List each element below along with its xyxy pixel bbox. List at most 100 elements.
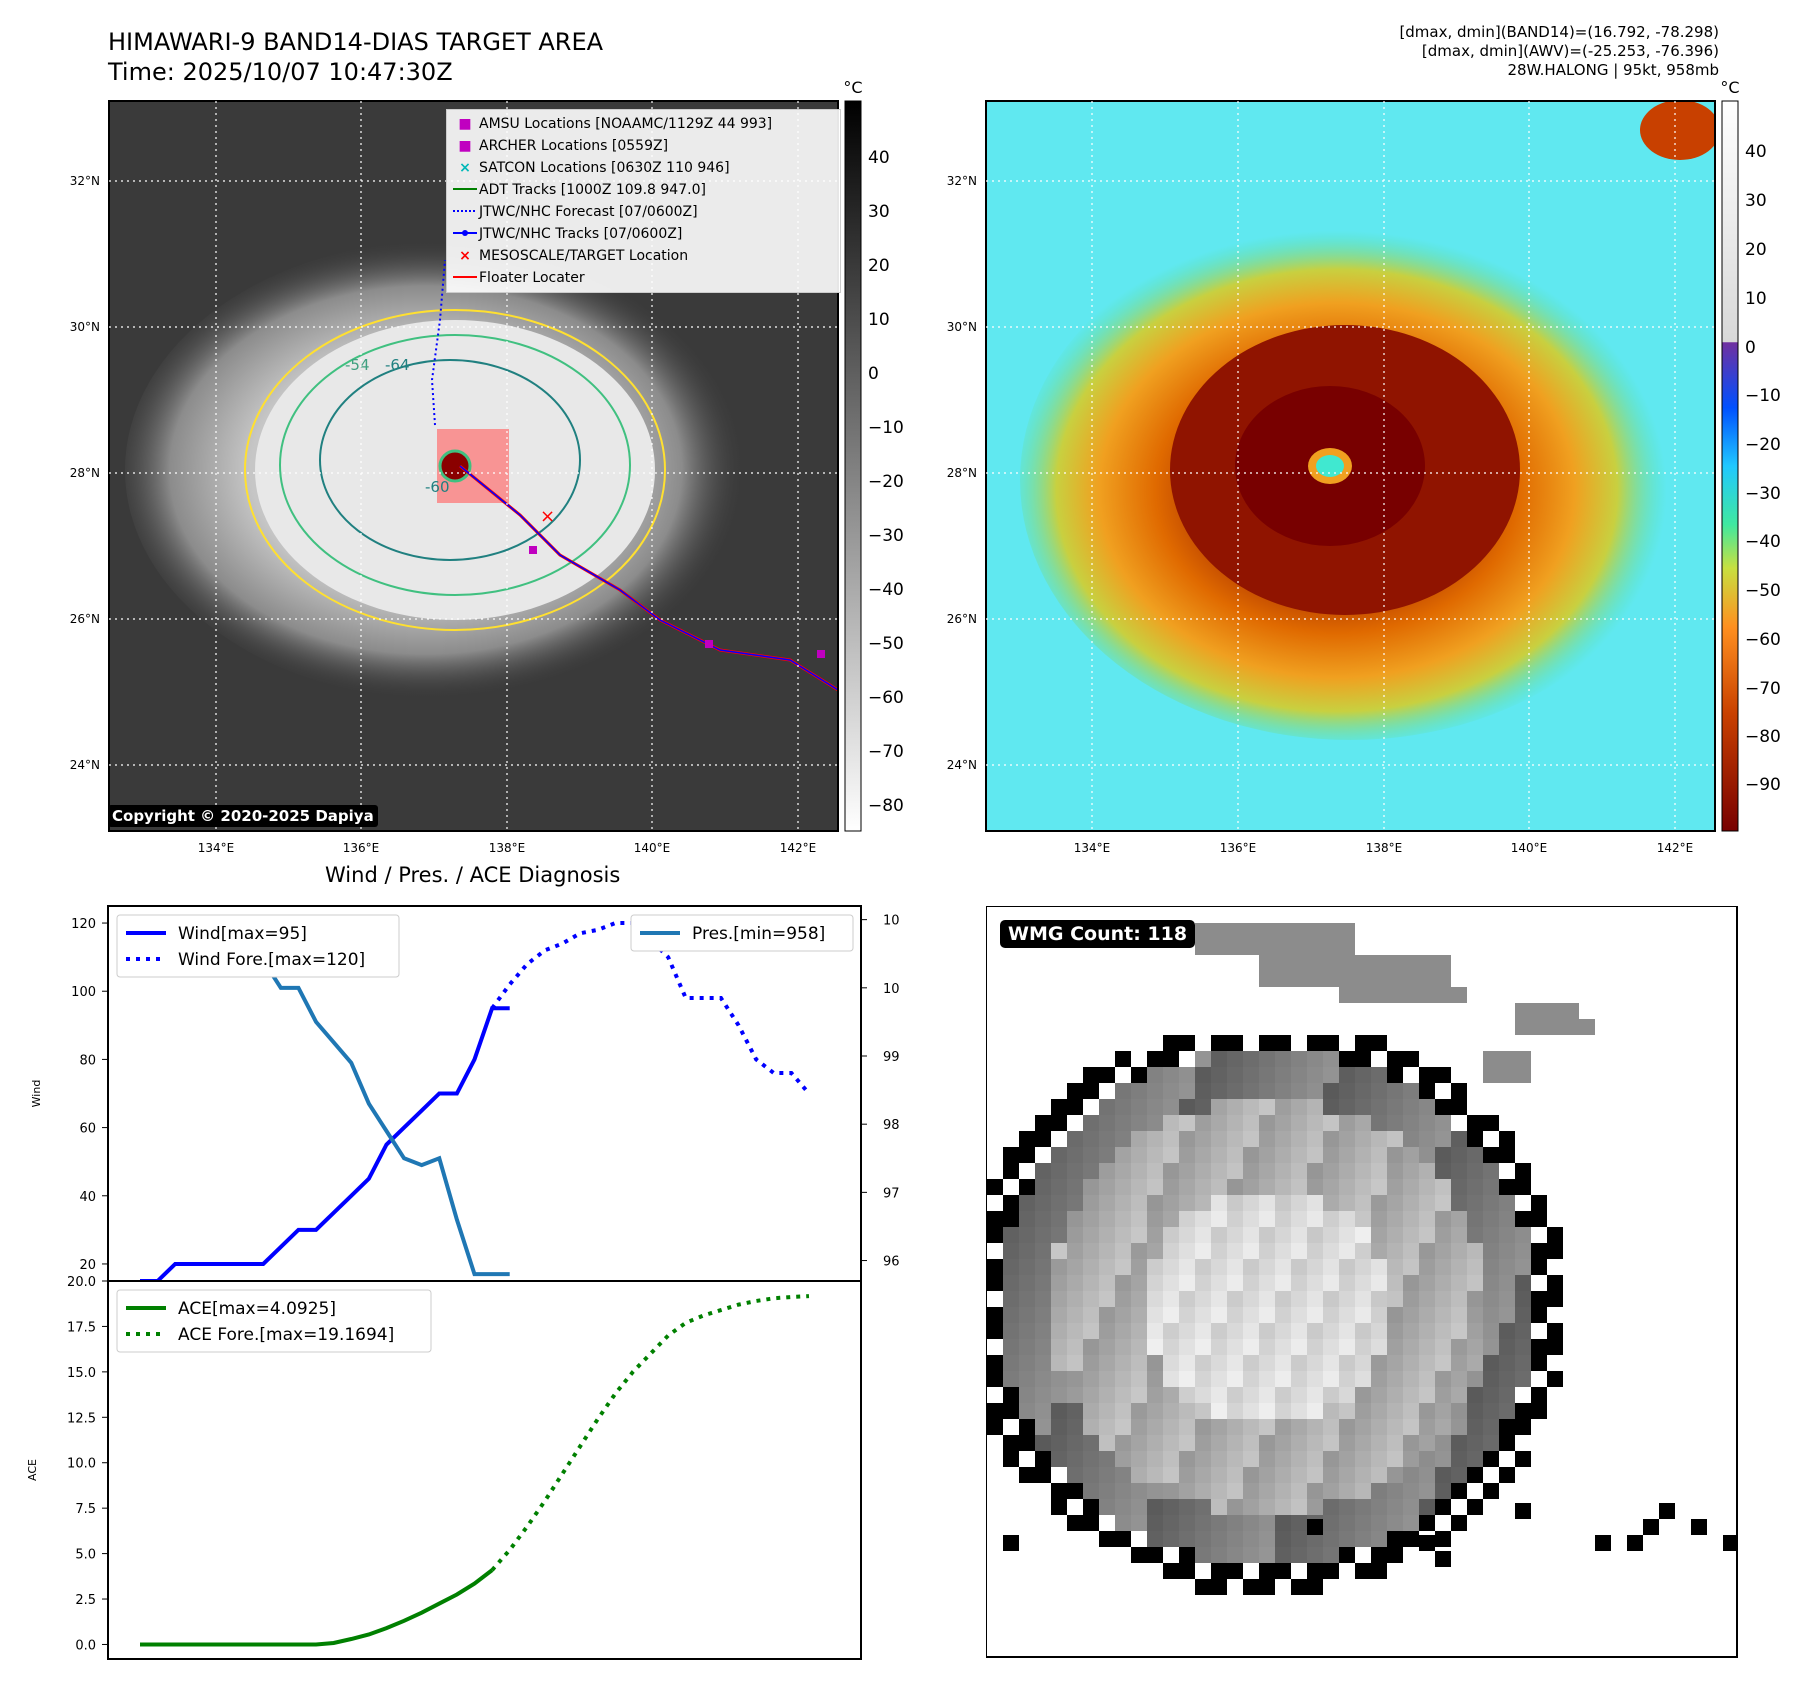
wmg-pixel	[1483, 1275, 1499, 1291]
wmg-pixel	[1211, 1083, 1227, 1099]
wmg-pixel	[1067, 1147, 1083, 1163]
wmg-pixel	[1227, 1355, 1243, 1371]
wmg-pixel	[1211, 1355, 1227, 1371]
wmg-pixel	[1259, 1179, 1275, 1195]
wmg-pixel	[1339, 1307, 1355, 1323]
wmg-pixel	[1419, 1163, 1435, 1179]
wmg-pixel	[1531, 1307, 1547, 1323]
wmg-pixel	[1323, 1515, 1339, 1531]
wmg-pixel	[1435, 1131, 1451, 1147]
wmg-pixel	[1083, 1387, 1099, 1403]
wmg-pixel	[1019, 1211, 1035, 1227]
wmg-pixel	[1259, 1275, 1275, 1291]
wmg-pixel	[1035, 1243, 1051, 1259]
wmg-pixel	[1499, 1435, 1515, 1451]
wmg-pixel	[1531, 1403, 1547, 1419]
wmg-pixel	[1275, 1259, 1291, 1275]
cbar1-tick-0: 40	[868, 148, 890, 168]
wmg-pixel	[1483, 1451, 1499, 1467]
wmg-pixel	[1451, 1307, 1467, 1323]
wmg-pixel	[1035, 1387, 1051, 1403]
wmg-pixel	[1371, 1323, 1387, 1339]
wmg-pixel	[1179, 1483, 1195, 1499]
legend-label: SATCON Locations [0630Z 110 946]	[479, 160, 730, 176]
wmg-pixel	[1291, 1403, 1307, 1419]
wmg-pixel	[1131, 1547, 1147, 1563]
wmg-pixel	[1147, 1275, 1163, 1291]
wmg-pixel	[1499, 1227, 1515, 1243]
wmg-pixel	[1163, 1499, 1179, 1515]
wmg-pixel	[1483, 1339, 1499, 1355]
wmg-pixel	[1211, 1099, 1227, 1115]
wmg-pixel	[1083, 1275, 1099, 1291]
wmg-pixel	[1371, 1371, 1387, 1387]
wmg-pixel	[1211, 1163, 1227, 1179]
wmg-pixel	[1179, 1115, 1195, 1131]
wmg-pixel	[1339, 987, 1467, 1003]
wmg-pixel	[1115, 1435, 1131, 1451]
wmg-pixel	[1179, 1467, 1195, 1483]
wmg-pixel	[1163, 1339, 1179, 1355]
wmg-pixel	[1131, 1163, 1147, 1179]
wmg-pixel	[1387, 1243, 1403, 1259]
wmg-pixel	[1083, 1451, 1099, 1467]
wmg-pixel	[1371, 1147, 1387, 1163]
wmg-pixel	[1179, 1403, 1195, 1419]
wind-ytick-label: 80	[79, 1053, 96, 1068]
wmg-pixel	[1451, 1515, 1467, 1531]
wmg-pixel	[1387, 1147, 1403, 1163]
info-band14-range: [dmax, dmin](BAND14)=(16.792, -78.298)	[1399, 23, 1719, 41]
wmg-pixel	[1099, 1387, 1115, 1403]
wmg-pixel	[987, 1227, 1003, 1243]
wmg-pixel	[1291, 1275, 1307, 1291]
wmg-pixel	[1291, 1419, 1307, 1435]
wmg-pixel	[1195, 1419, 1211, 1435]
wmg-pixel	[1291, 1115, 1307, 1131]
wmg-pixel	[1243, 1051, 1259, 1067]
wmg-pixel	[1371, 1355, 1387, 1371]
wmg-pixel	[1035, 1403, 1051, 1419]
wmg-pixel	[1083, 1195, 1099, 1211]
map-legend: ■ AMSU Locations [NOAAMC/1129Z 44 993] ■ AR…	[446, 109, 841, 293]
wmg-pixel	[1371, 1451, 1387, 1467]
wmg-pixel	[1211, 1067, 1227, 1083]
wind-legend-box	[116, 914, 400, 978]
series-line-wind	[140, 1006, 510, 1283]
wmg-pixel	[1387, 1403, 1403, 1419]
wmg-pixel	[1211, 1531, 1227, 1547]
wmg-pixel	[1051, 1355, 1067, 1371]
wmg-pixel	[1131, 1067, 1147, 1083]
wmg-pixel	[1499, 1403, 1515, 1419]
wmg-pixel	[1179, 1179, 1195, 1195]
wmg-pixel	[1083, 1291, 1099, 1307]
wmg-pixel	[1451, 1259, 1467, 1275]
wmg-pixel	[1355, 1403, 1371, 1419]
wmg-pixel	[1387, 1483, 1403, 1499]
wmg-pixel	[1259, 1579, 1275, 1595]
wmg-pixel	[1499, 1323, 1515, 1339]
cbar1-tick-3: 10	[868, 310, 890, 330]
wmg-pixel	[1403, 1163, 1419, 1179]
wmg-pixel	[1515, 1211, 1531, 1227]
wmg-pixel	[1323, 1195, 1339, 1211]
wmg-pixel	[1451, 1355, 1467, 1371]
wmg-pixel	[1595, 1535, 1611, 1551]
wmg-pixel	[1179, 1163, 1195, 1179]
wmg-pixel	[1179, 1323, 1195, 1339]
wmg-pixel	[1419, 1179, 1435, 1195]
wmg-pixel	[1403, 1323, 1419, 1339]
copyright-badge: Copyright © 2020-2025 Dapiya	[108, 805, 378, 827]
wmg-pixel	[1227, 1419, 1243, 1435]
wmg-pixel	[1147, 1435, 1163, 1451]
wmg-pixel	[1195, 1371, 1211, 1387]
wmg-pixel	[1035, 1307, 1051, 1323]
wmg-pixel	[1019, 1403, 1035, 1419]
wmg-pixel	[1067, 1435, 1083, 1451]
wmg-pixel	[1451, 1291, 1467, 1307]
wmg-pixel	[1323, 1451, 1339, 1467]
wmg-pixel	[1291, 1451, 1307, 1467]
wmg-pixel	[1243, 1419, 1259, 1435]
wmg-pixel	[1179, 1531, 1195, 1547]
wmg-pixel	[1067, 1387, 1083, 1403]
wmg-pixel	[1019, 1259, 1035, 1275]
